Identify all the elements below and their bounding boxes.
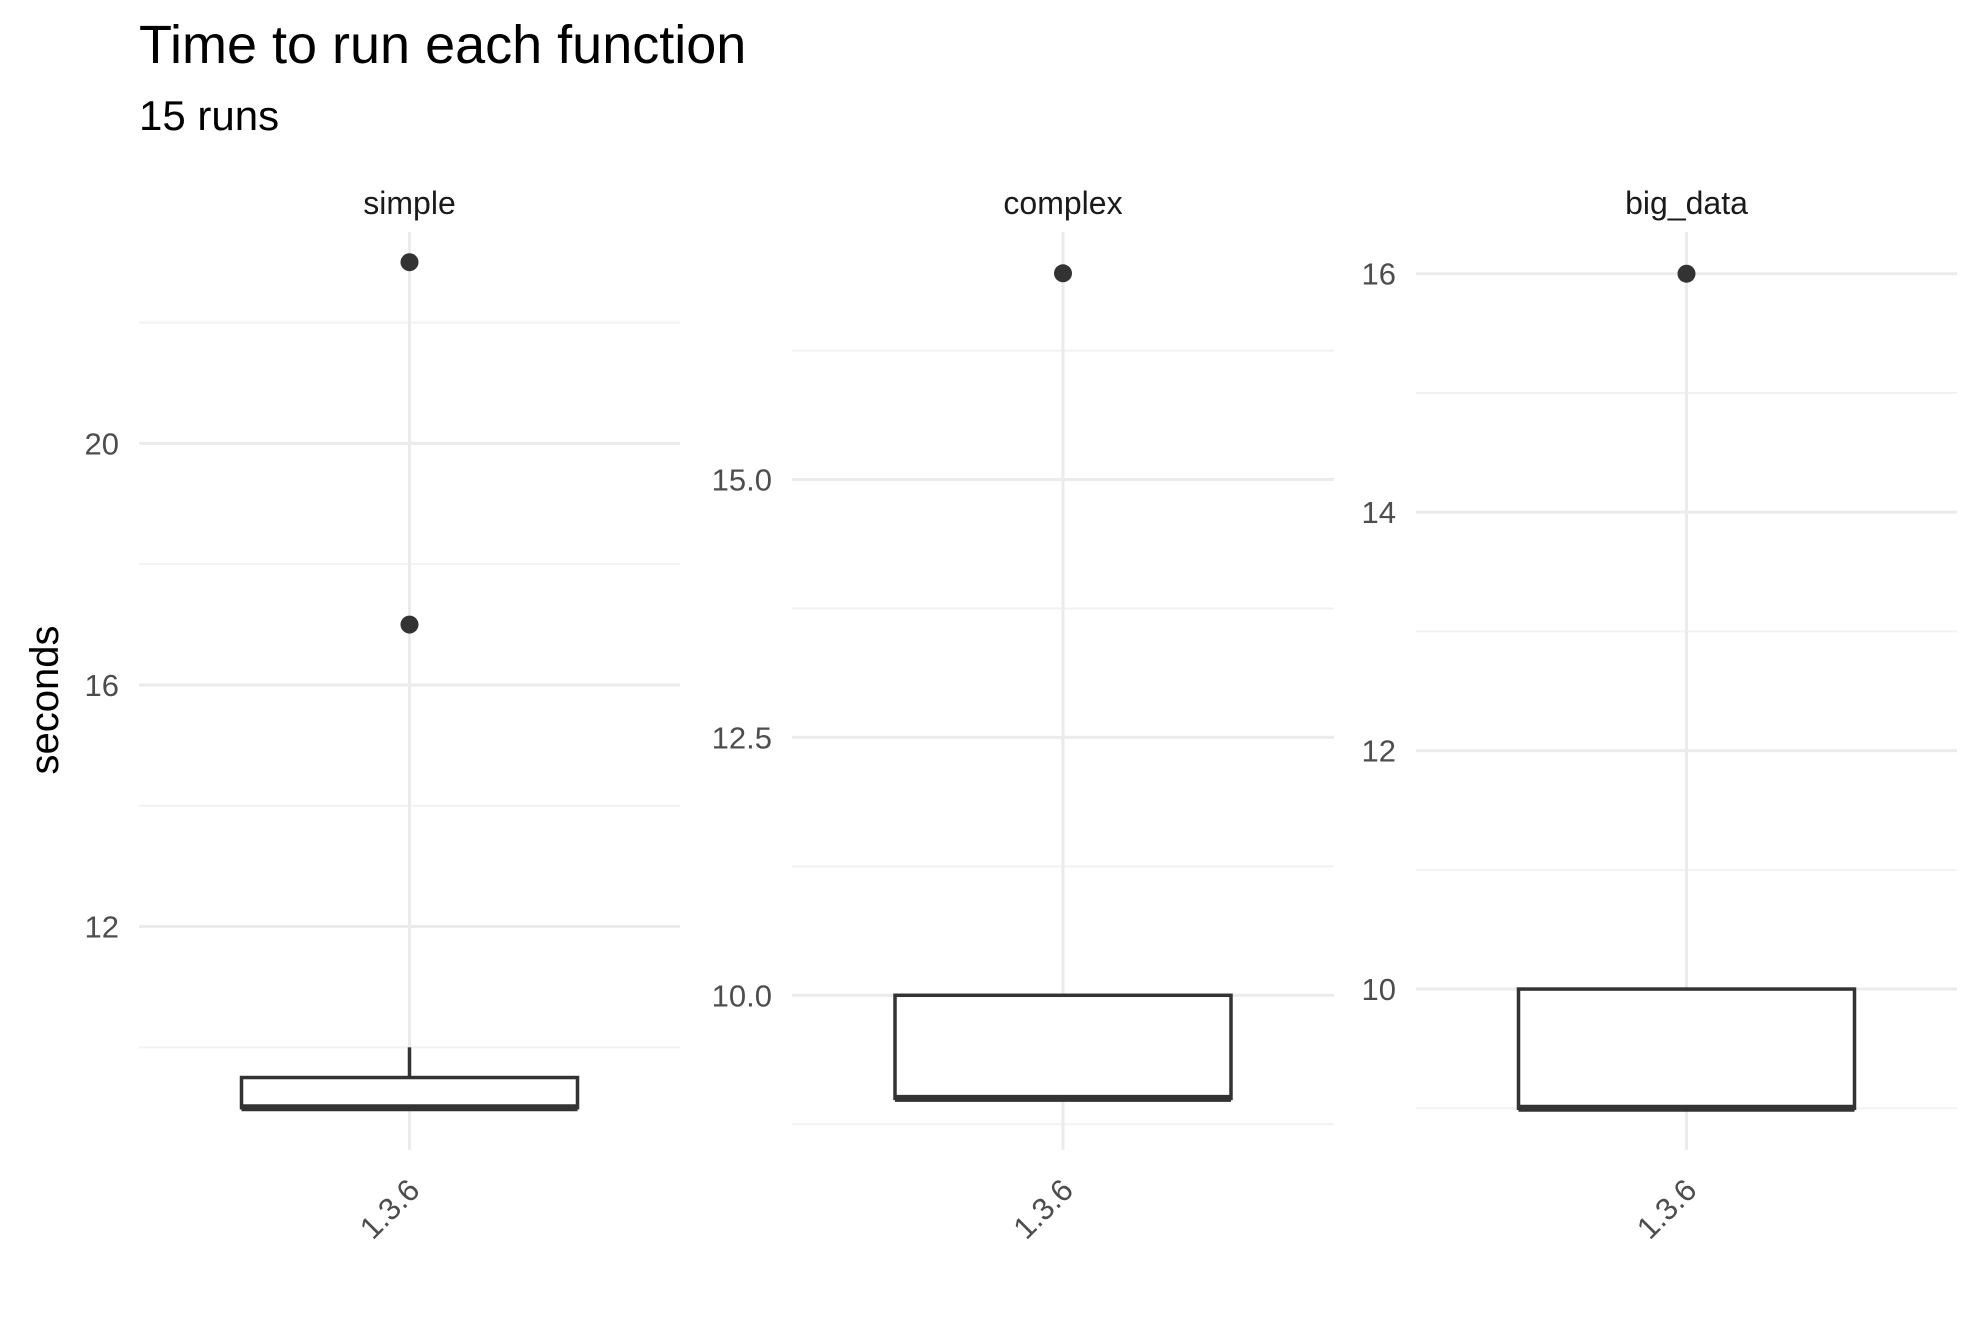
facet-simple: 12 16 20 simple 1.3.6 <box>85 185 680 1246</box>
y-tick-label: 16 <box>85 668 119 703</box>
x-tick-label: 1.3.6 <box>1006 1172 1080 1246</box>
y-tick-label: 15.0 <box>712 463 772 498</box>
outlier-point <box>1677 264 1696 283</box>
facet-label: complex <box>1003 185 1122 221</box>
y-axis-label: seconds <box>23 626 67 775</box>
y-tick-label: 10.0 <box>712 978 772 1013</box>
y-tick-label: 12 <box>85 910 119 945</box>
chart-subtitle: 15 runs <box>139 92 279 139</box>
box <box>1516 987 1857 1111</box>
facet-panels: 12 16 20 simple 1.3.6 10.0 12.5 15.0 complex 1.3.… <box>85 185 1957 1246</box>
y-tick-label: 14 <box>1362 495 1396 530</box>
outlier-point <box>400 253 419 272</box>
y-tick-label: 12.5 <box>712 720 772 755</box>
outlier-point <box>1054 264 1072 283</box>
box <box>239 1075 580 1110</box>
x-tick-label: 1.3.6 <box>1630 1172 1704 1246</box>
facet-label: simple <box>363 185 455 221</box>
facet-label: big_data <box>1625 185 1748 221</box>
outlier-point <box>400 615 419 634</box>
chart-title: Time to run each function <box>139 15 746 75</box>
x-tick-label: 1.3.6 <box>353 1172 427 1246</box>
facet-complex: 10.0 12.5 15.0 complex 1.3.6 <box>712 185 1334 1246</box>
y-tick-label: 10 <box>1362 972 1396 1007</box>
facet-big_data: 10 12 14 16 big_data 1.3.6 <box>1362 185 1957 1246</box>
box <box>893 993 1233 1101</box>
y-tick-label: 12 <box>1362 734 1396 769</box>
y-tick-label: 16 <box>1362 257 1396 292</box>
y-tick-label: 20 <box>85 426 119 461</box>
